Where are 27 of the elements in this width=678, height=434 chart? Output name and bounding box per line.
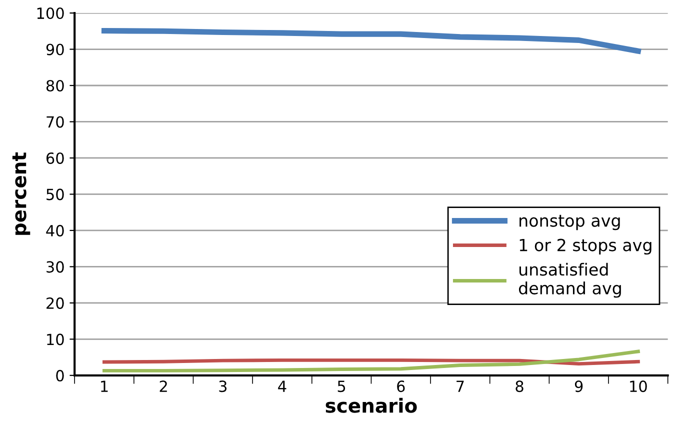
line-series [102, 350, 640, 372]
legend-label: nonstop avg [520, 214, 620, 230]
y-tick-label: 70 [46, 116, 64, 128]
y-tick-label: 90 [46, 44, 64, 56]
x-tick-label: 4 [278, 380, 286, 392]
x-axis-title: scenario [326, 398, 417, 413]
x-tick-label: 9 [574, 380, 583, 392]
x-tick-label: 2 [160, 380, 167, 392]
y-tick-label: 0 [56, 370, 64, 382]
legend-label: 1 or 2 stops avg [520, 238, 652, 255]
y-tick-label: 30 [46, 261, 64, 273]
y-tick-label: 40 [46, 224, 64, 236]
y-tick-label: 20 [46, 297, 64, 309]
y-tick-label: 10 [47, 334, 64, 346]
y-tick-label: 80 [46, 80, 64, 92]
legend-label: unsatisfied demand avg [518, 262, 621, 298]
y-tick-label: 50 [46, 188, 64, 200]
x-tick-label: 1 [101, 380, 108, 392]
y-axis-title: percent [12, 152, 30, 235]
x-tick-label: 3 [219, 380, 227, 392]
y-tick-label: 100 [37, 7, 64, 20]
x-tick-label: 6 [397, 380, 405, 392]
x-tick-label: 5 [338, 380, 346, 392]
x-tick-label: 7 [456, 380, 464, 392]
x-tick-label: 10 [630, 380, 647, 392]
x-tick-label: 8 [516, 380, 524, 392]
y-tick-label: 60 [46, 152, 64, 164]
